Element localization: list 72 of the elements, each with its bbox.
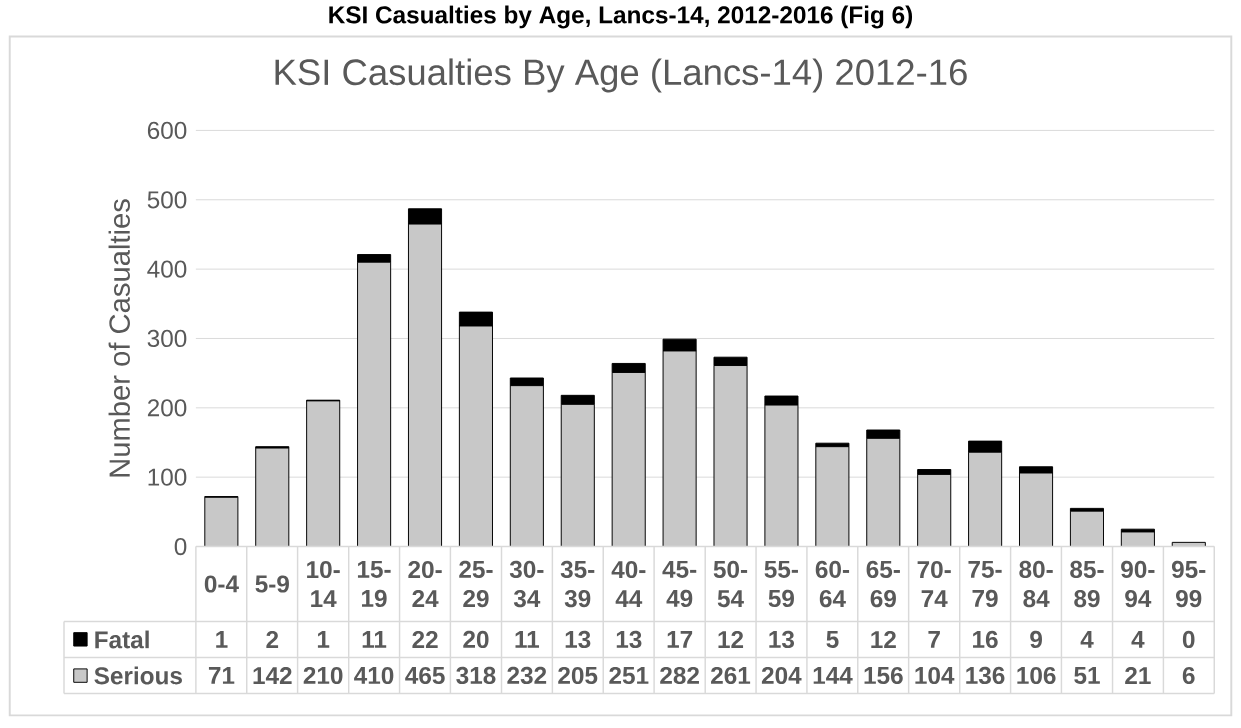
y-tick-label: 500 <box>147 191 187 209</box>
x-tick-label: 50-54 <box>713 561 748 608</box>
x-tick-label: 45-49 <box>662 561 697 608</box>
data-label: 0 <box>1182 631 1195 649</box>
x-tick-label: 15-19 <box>357 561 391 608</box>
data-label: 12 <box>871 631 896 649</box>
x-tick-label: 35-39 <box>560 560 595 608</box>
data-label: 21 <box>1125 667 1151 685</box>
data-label: 1 <box>317 631 330 649</box>
data-label: 12 <box>718 631 744 649</box>
x-tick-label: 70-74 <box>917 561 951 608</box>
data-label: 7 <box>928 631 940 649</box>
data-label: 4 <box>1080 631 1094 649</box>
x-tick-label: 75-79 <box>968 561 1002 608</box>
x-tick-label: 60-64 <box>815 561 850 608</box>
x-tick-label: 10-14 <box>307 561 340 608</box>
x-tick-label: 80-84 <box>1019 561 1053 608</box>
x-tick-label: 25-29 <box>459 561 493 608</box>
x-tick-label: 65-69 <box>866 561 900 608</box>
x-tick-label: 95-99 <box>1171 561 1206 608</box>
data-label: 13 <box>565 631 591 649</box>
data-label: 5 <box>826 631 839 649</box>
data-label: 318 <box>456 667 496 685</box>
data-label: 4 <box>1131 631 1145 649</box>
data-label: 71 <box>208 667 235 685</box>
chart-title: KSI Casualties by Age, Lancs-14, 2012-2016 (Fig 6) <box>329 5 913 29</box>
data-label: 261 <box>711 667 751 685</box>
data-label: 13 <box>769 631 795 649</box>
y-tick-label: 400 <box>147 260 187 278</box>
data-label: 144 <box>813 667 853 685</box>
data-label: 6 <box>1182 667 1195 685</box>
data-label: 11 <box>362 631 387 649</box>
y-tick-label: 100 <box>148 468 187 486</box>
chart-subtitle: KSI Casualties By Age (Lancs-14) 2012-16 <box>275 58 967 93</box>
x-tick-label: 30-34 <box>509 560 544 608</box>
data-label: 11 <box>515 631 540 649</box>
data-label: 13 <box>616 631 642 649</box>
data-label: 2 <box>266 631 279 649</box>
y-tick-label: 200 <box>147 399 187 417</box>
data-label: 9 <box>1030 631 1042 649</box>
data-label: 205 <box>558 667 598 685</box>
data-label: 156 <box>864 667 903 685</box>
data-label: 22 <box>412 631 438 649</box>
data-label: 104 <box>915 667 955 685</box>
y-tick-label: 600 <box>147 122 187 140</box>
data-label: 17 <box>667 631 693 649</box>
data-label: 210 <box>303 667 343 685</box>
data-label: 465 <box>405 667 445 685</box>
legend-label: Serious <box>94 666 182 685</box>
x-tick-label: 20-24 <box>408 561 442 608</box>
x-tick-label: 85-89 <box>1070 561 1104 608</box>
data-label: 136 <box>966 667 1005 685</box>
data-label: 1 <box>216 631 228 649</box>
data-label: 204 <box>761 667 802 685</box>
legend-label: Fatal <box>95 630 149 649</box>
data-label: 20 <box>463 631 489 649</box>
x-tick-label: 90-94 <box>1121 561 1155 608</box>
data-label: 142 <box>253 667 292 685</box>
data-label: 16 <box>973 631 998 649</box>
data-label: 51 <box>1074 667 1100 685</box>
x-tick-label: 40-44 <box>611 561 646 608</box>
data-label: 410 <box>354 667 394 685</box>
x-tick-label: 0-4 <box>204 575 239 593</box>
data-label: 282 <box>660 667 699 685</box>
data-label: 232 <box>507 667 547 685</box>
x-tick-label: 55-59 <box>764 561 798 608</box>
y-tick-label: 300 <box>147 330 187 348</box>
y-axis-title: Number of Casualties <box>108 199 130 477</box>
data-label: 251 <box>609 667 649 685</box>
y-tick-label: 0 <box>174 538 187 556</box>
data-label: 106 <box>1017 667 1056 685</box>
x-tick-label: 5-9 <box>255 575 289 593</box>
